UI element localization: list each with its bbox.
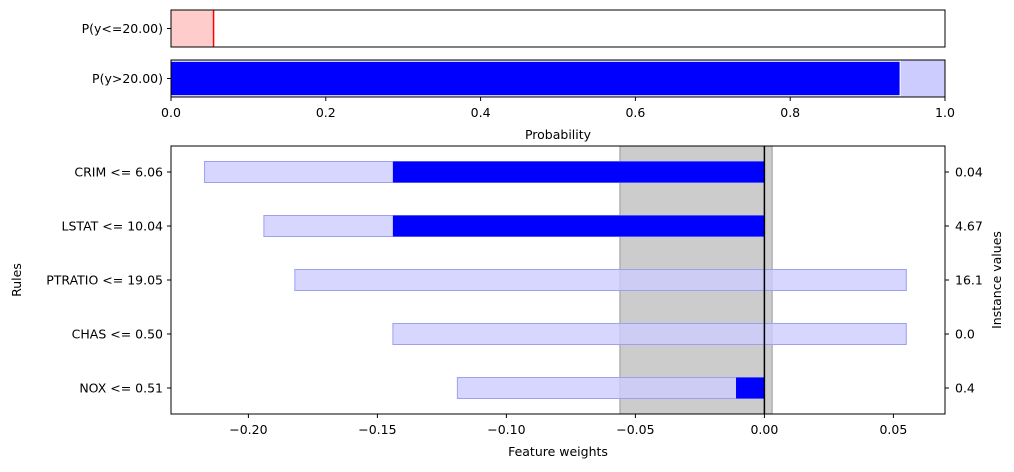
x-tick-label: 0.05 [879, 422, 907, 437]
feature-weight-chart: CRIM <= 6.06 0.04 LSTAT <= 10.04 4.67 PTRATI… [46, 145, 983, 437]
weight-bar [736, 377, 765, 399]
category-label: P(y>20.00) [92, 71, 163, 86]
weight-plot-frame [170, 145, 946, 415]
probability-interval-bar [171, 10, 214, 47]
x-tick-label: 1.0 [935, 105, 955, 120]
x-tick-label: −0.20 [229, 422, 267, 437]
probability-value-bar [171, 62, 901, 95]
rule-label: PTRATIO <= 19.05 [46, 273, 163, 288]
rule-label: CHAS <= 0.50 [72, 327, 163, 342]
weight-bar [392, 161, 765, 183]
instance-value: 4.67 [955, 219, 983, 234]
rule-label: CRIM <= 6.06 [74, 165, 163, 180]
weight-interval-bar [294, 269, 907, 291]
x-tick-label: −0.10 [487, 422, 525, 437]
x-tick-label: −0.05 [616, 422, 654, 437]
instance-value: 0.0 [955, 327, 975, 342]
x-tick-label: 0.00 [750, 422, 778, 437]
weight-interval-bar [456, 377, 765, 399]
weight-interval-bar [392, 323, 907, 345]
feature-weight-axis-label: Feature weights [508, 444, 608, 459]
x-tick-label: 0.0 [161, 105, 181, 120]
weight-bar [392, 215, 765, 237]
x-tick-label: 0.2 [316, 105, 336, 120]
x-tick-label: 0.8 [780, 105, 800, 120]
probability-axis-label: Probability [525, 127, 592, 142]
x-tick-label: −0.15 [358, 422, 396, 437]
x-tick-label: 0.4 [471, 105, 491, 120]
instance-value: 0.4 [955, 381, 975, 396]
instance-value: 0.04 [955, 165, 983, 180]
category-label: P(y<=20.00) [82, 21, 163, 36]
x-tick-label: 0.6 [625, 105, 645, 120]
instance-value: 16.1 [955, 273, 983, 288]
probability-chart: P(y<=20.00) P(y>20.00) 0.0 0.2 0.4 0.6 0.8 1.0 [82, 9, 955, 120]
instance-values-axis-label: Instance values [989, 231, 1004, 329]
probability-panel-frame [170, 9, 946, 48]
rules-axis-label: Rules [9, 263, 24, 297]
rule-label: NOX <= 0.51 [79, 381, 163, 396]
rule-label: LSTAT <= 10.04 [62, 219, 164, 234]
